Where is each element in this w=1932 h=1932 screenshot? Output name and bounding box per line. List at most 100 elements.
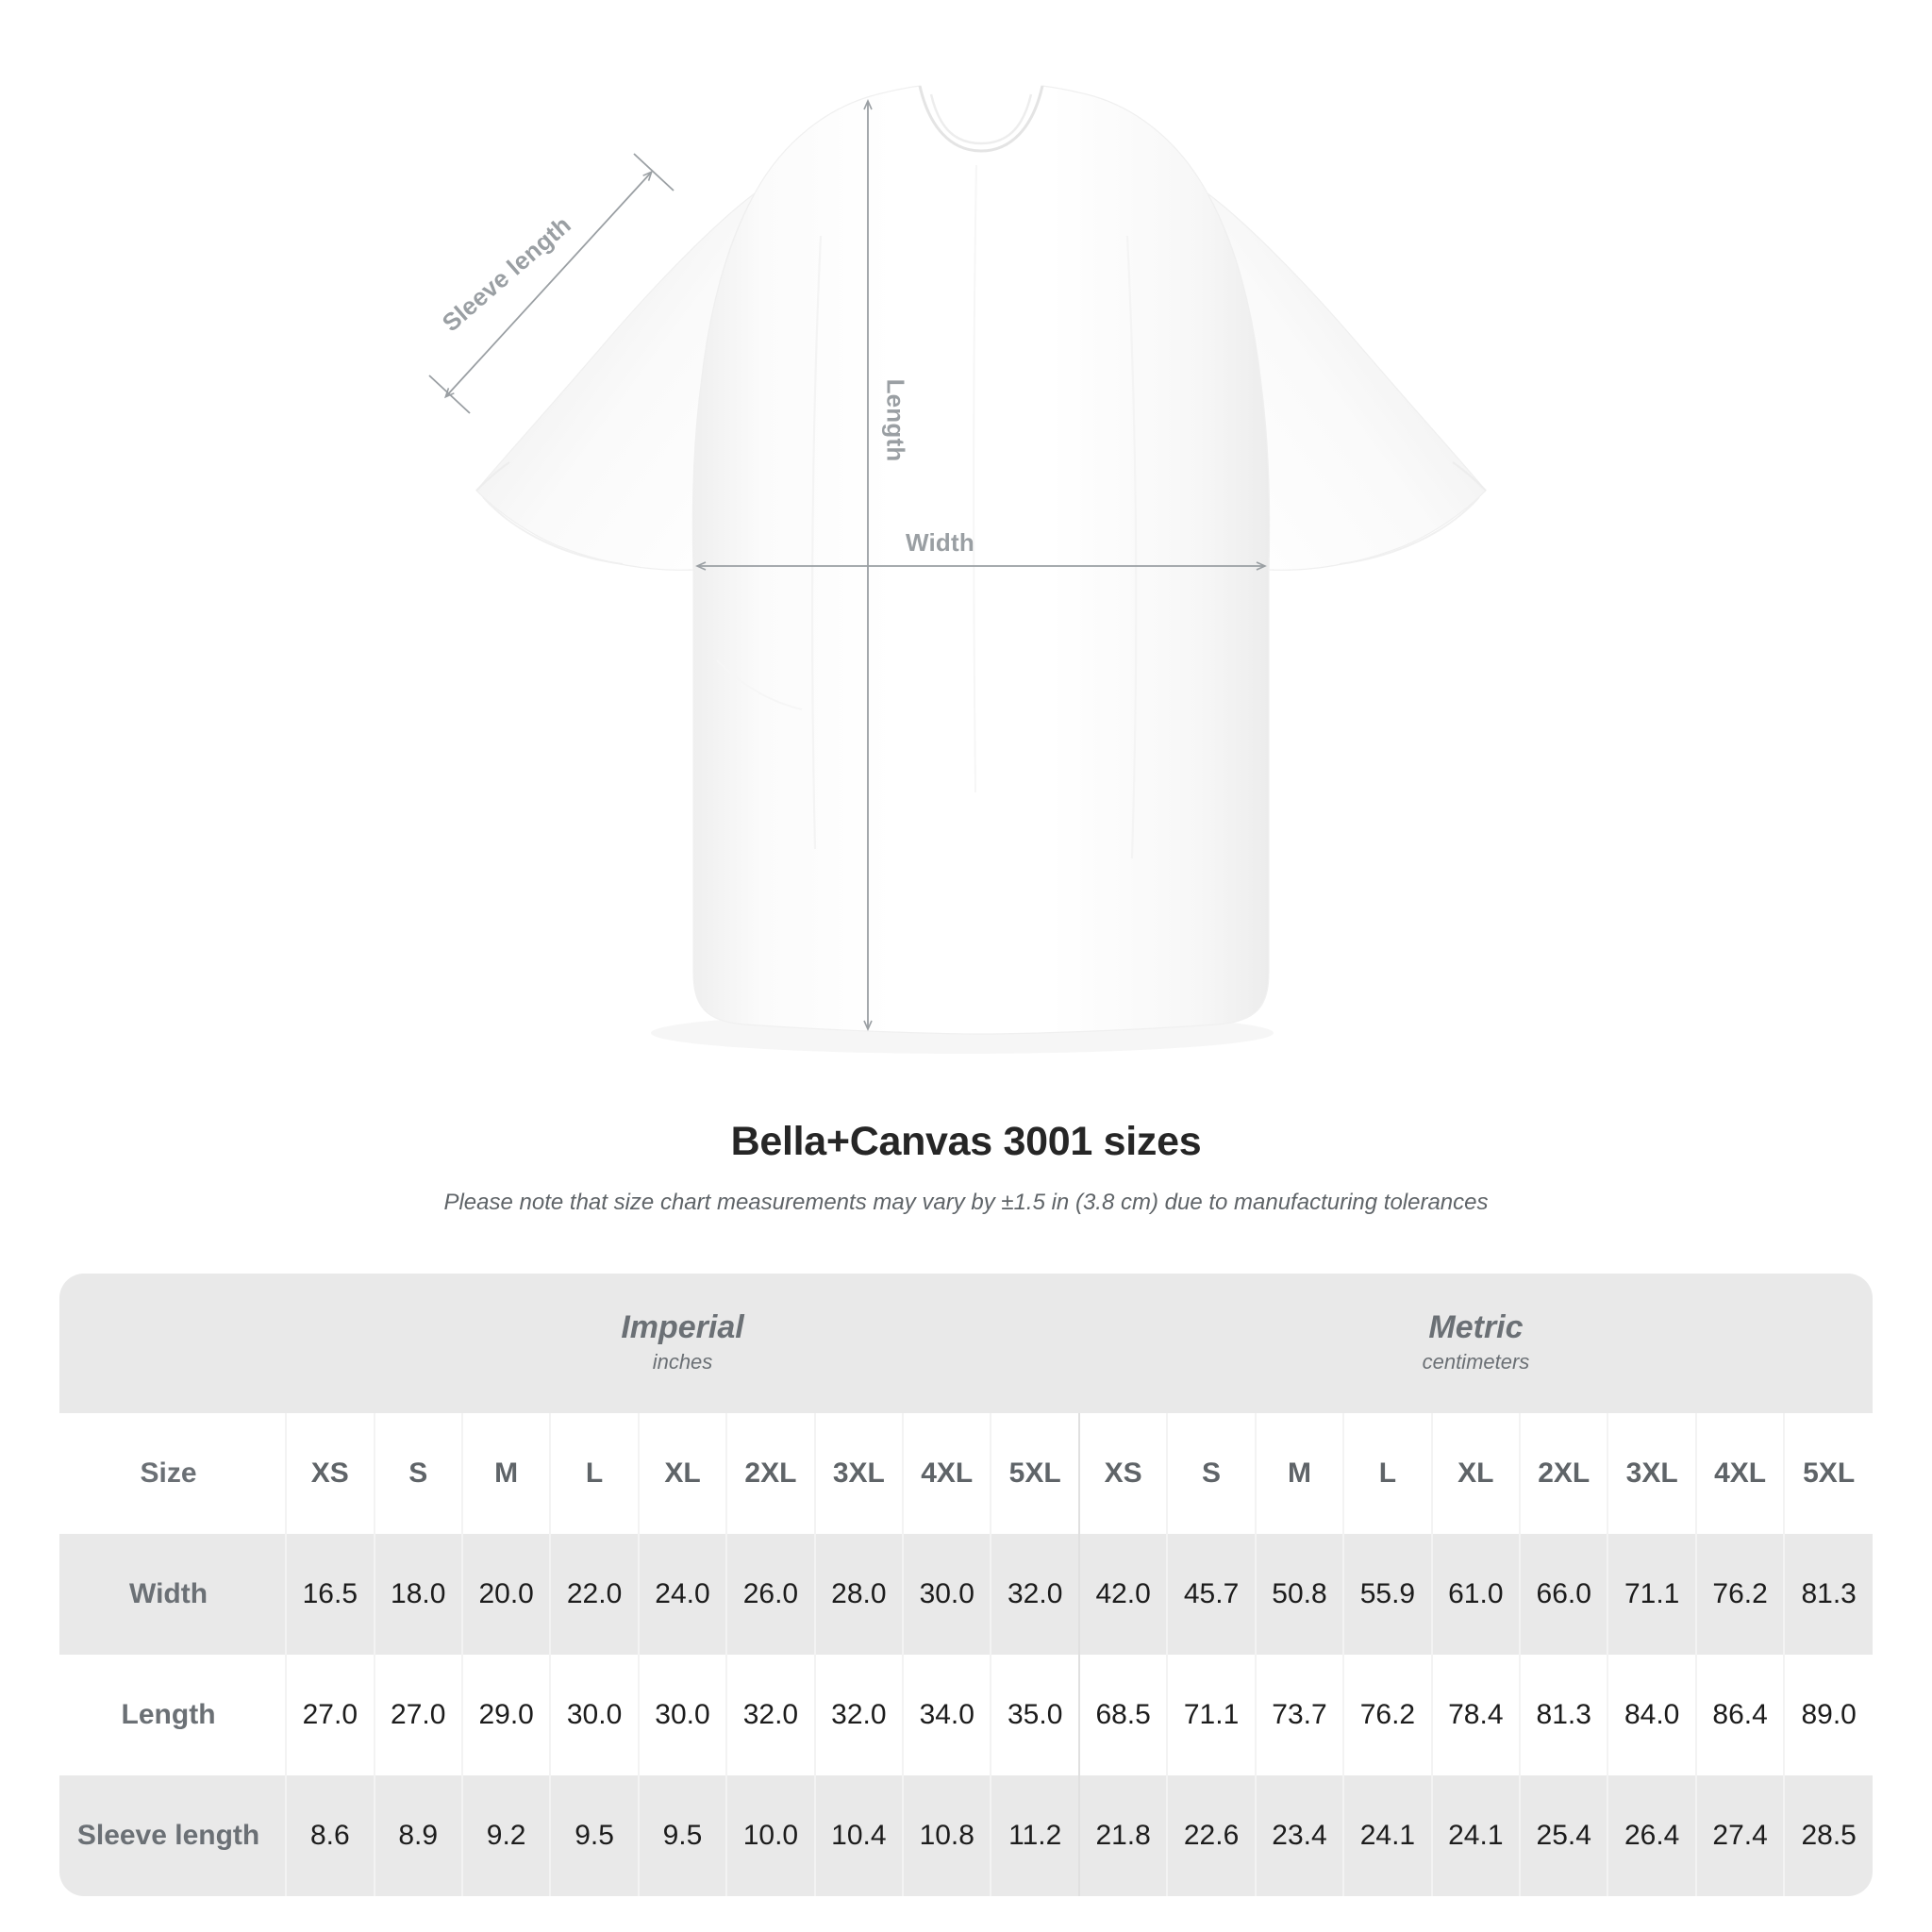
sleeve-imperial-5xl: 11.2	[990, 1775, 1079, 1896]
size-header-imperial-3xl: 3XL	[813, 1413, 904, 1534]
size-header-metric-4xl: 4XL	[1694, 1413, 1785, 1534]
width-metric-3xl: 71.1	[1607, 1534, 1696, 1655]
width-imperial-s: 18.0	[373, 1534, 462, 1655]
size-header-imperial-xl: XL	[637, 1413, 727, 1534]
sleeve-hem-right	[1452, 461, 1487, 491]
size-header-imperial-4xl: 4XL	[902, 1413, 991, 1534]
size-header-imperial-s: S	[373, 1413, 462, 1534]
length-metric-s: 71.1	[1166, 1655, 1256, 1775]
sleeve-imperial-l: 9.5	[549, 1775, 639, 1896]
sleeve-metric-l: 24.1	[1342, 1775, 1432, 1896]
table-row-sleeve-length: Sleeve length 8.6 8.9 9.2 9.5 9.5 10.0 1…	[59, 1775, 1873, 1896]
length-imperial-xs: 27.0	[285, 1655, 375, 1775]
width-imperial-xl: 24.0	[637, 1534, 727, 1655]
sleeve-hem-left	[475, 461, 510, 491]
width-metric-xs: 42.0	[1077, 1534, 1168, 1655]
length-metric-xs: 68.5	[1077, 1655, 1168, 1775]
table-row-size-header: Size XS S M L XL 2XL 3XL 4XL 5XL XS S M …	[59, 1413, 1873, 1534]
sleeve-metric-4xl: 27.4	[1694, 1775, 1785, 1896]
size-row-label: Size	[59, 1413, 287, 1534]
sleeve-metric-xl: 24.1	[1430, 1775, 1521, 1896]
sleeve-cuff-left	[482, 496, 624, 565]
sleeve-tick-bottom	[428, 375, 471, 414]
length-imperial-3xl: 32.0	[813, 1655, 904, 1775]
width-label: Width	[906, 528, 974, 557]
width-imperial-m: 20.0	[460, 1534, 551, 1655]
sleeve-imperial-xl: 9.5	[637, 1775, 727, 1896]
length-metric-2xl: 81.3	[1519, 1655, 1608, 1775]
shirt-body	[691, 85, 1271, 1035]
length-metric-l: 76.2	[1342, 1655, 1432, 1775]
unit-group-imperial-name: Imperial	[621, 1308, 744, 1345]
fabric-fold-center	[973, 164, 977, 793]
length-imperial-2xl: 32.0	[725, 1655, 815, 1775]
length-label: Length	[881, 378, 910, 462]
shirt-collar-outer	[918, 85, 1044, 153]
unit-group-row: Imperial inches Metric centimeters	[59, 1274, 1873, 1413]
sleeve-metric-s: 22.6	[1166, 1775, 1256, 1896]
size-header-imperial-5xl: 5XL	[990, 1413, 1079, 1534]
sleeve-length-measure-arrow	[443, 170, 654, 399]
length-imperial-xl: 30.0	[637, 1655, 727, 1775]
sleeve-metric-5xl: 28.5	[1783, 1775, 1873, 1896]
table-row-length: Length 27.0 27.0 29.0 30.0 30.0 32.0 32.…	[59, 1655, 1873, 1775]
length-metric-m: 73.7	[1254, 1655, 1344, 1775]
unit-group-spacer	[59, 1274, 287, 1413]
width-metric-4xl: 76.2	[1694, 1534, 1785, 1655]
width-metric-5xl: 81.3	[1783, 1534, 1873, 1655]
size-header-metric-m: M	[1254, 1413, 1344, 1534]
sleeve-metric-m: 23.4	[1254, 1775, 1344, 1896]
sleeve-tick-top	[633, 153, 675, 192]
length-metric-3xl: 84.0	[1607, 1655, 1696, 1775]
sleeve-cuff-right	[1339, 496, 1480, 565]
sleeve-imperial-4xl: 10.8	[902, 1775, 991, 1896]
unit-group-imperial-sub: inches	[652, 1350, 713, 1374]
page-subtitle: Please note that size chart measurements…	[443, 1189, 1489, 1215]
size-header-metric-s: S	[1166, 1413, 1256, 1534]
tshirt-illustration	[428, 85, 1487, 1035]
width-imperial-5xl: 32.0	[990, 1534, 1079, 1655]
row-label-width: Width	[59, 1534, 287, 1655]
width-metric-l: 55.9	[1342, 1534, 1432, 1655]
unit-group-imperial: Imperial inches	[286, 1274, 1079, 1413]
width-imperial-xs: 16.5	[285, 1534, 375, 1655]
width-imperial-2xl: 26.0	[725, 1534, 815, 1655]
sleeve-imperial-3xl: 10.4	[813, 1775, 904, 1896]
size-chart-table-container: Imperial inches Metric centimeters Size …	[59, 1274, 1873, 1896]
unit-group-metric-sub: centimeters	[1422, 1350, 1530, 1374]
width-imperial-l: 22.0	[549, 1534, 639, 1655]
width-imperial-3xl: 28.0	[813, 1534, 904, 1655]
sleeve-imperial-s: 8.9	[373, 1775, 462, 1896]
length-metric-4xl: 86.4	[1694, 1655, 1785, 1775]
shirt-collar-inner	[929, 93, 1033, 145]
fabric-fold-hem	[716, 659, 803, 710]
length-imperial-m: 29.0	[460, 1655, 551, 1775]
fabric-fold-left	[811, 235, 823, 850]
row-label-length: Length	[59, 1655, 287, 1775]
size-chart-table: Imperial inches Metric centimeters Size …	[59, 1274, 1873, 1896]
size-header-imperial-xs: XS	[285, 1413, 375, 1534]
title-block: Bella+Canvas 3001 sizes Please note that…	[0, 1118, 1932, 1217]
length-metric-xl: 78.4	[1430, 1655, 1521, 1775]
length-imperial-4xl: 34.0	[902, 1655, 991, 1775]
size-header-metric-3xl: 3XL	[1607, 1413, 1696, 1534]
sleeve-imperial-2xl: 10.0	[725, 1775, 815, 1896]
width-imperial-4xl: 30.0	[902, 1534, 991, 1655]
length-imperial-s: 27.0	[373, 1655, 462, 1775]
length-imperial-5xl: 35.0	[990, 1655, 1079, 1775]
size-header-metric-5xl: 5XL	[1783, 1413, 1873, 1534]
size-header-metric-xl: XL	[1430, 1413, 1521, 1534]
size-header-metric-xs: XS	[1077, 1413, 1168, 1534]
row-label-sleeve-length: Sleeve length	[59, 1775, 287, 1896]
size-header-metric-2xl: 2XL	[1519, 1413, 1608, 1534]
length-metric-5xl: 89.0	[1783, 1655, 1873, 1775]
table-row-width: Width 16.5 18.0 20.0 22.0 24.0 26.0 28.0…	[59, 1534, 1873, 1655]
fabric-fold-right	[1125, 235, 1138, 859]
size-header-imperial-2xl: 2XL	[725, 1413, 815, 1534]
unit-group-metric-name: Metric	[1428, 1308, 1524, 1345]
unit-group-metric: Metric centimeters	[1078, 1274, 1873, 1413]
size-header-metric-l: L	[1342, 1413, 1432, 1534]
width-metric-xl: 61.0	[1430, 1534, 1521, 1655]
size-header-imperial-l: L	[549, 1413, 639, 1534]
shirt-sleeve-right	[1207, 192, 1487, 571]
